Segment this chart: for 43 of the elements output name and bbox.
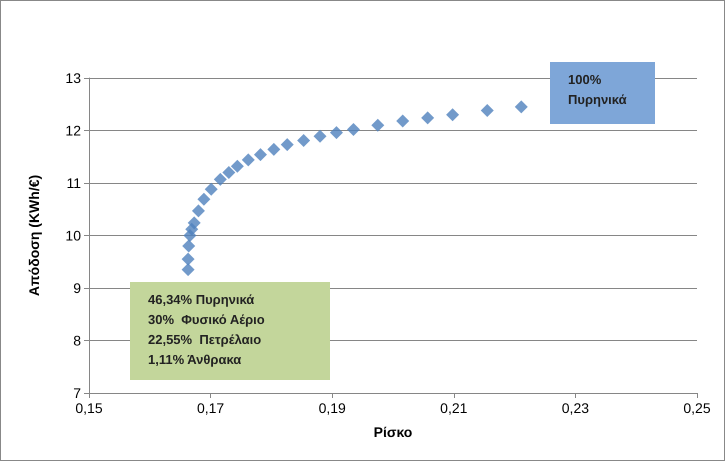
point xyxy=(197,192,210,206)
note-box: 100% Πυρηνικά xyxy=(550,62,655,124)
point xyxy=(314,130,327,143)
point xyxy=(214,172,227,186)
y-tick-label: 9 xyxy=(73,280,82,296)
point xyxy=(188,216,201,230)
point xyxy=(254,148,267,162)
y-tick-label: 8 xyxy=(73,332,82,348)
x-tick-label: 0,15 xyxy=(75,400,103,416)
point xyxy=(242,153,255,166)
y-axis-title: Απόδοση (KWh/€) xyxy=(26,174,42,296)
y-tick-label: 11 xyxy=(66,175,82,191)
point xyxy=(480,104,494,118)
point xyxy=(192,204,205,218)
x-tick-label: 0,17 xyxy=(196,400,224,416)
x-tick-label: 0,19 xyxy=(318,400,346,416)
point xyxy=(297,134,310,147)
point xyxy=(421,111,434,124)
point xyxy=(330,126,343,140)
point xyxy=(446,108,460,122)
point xyxy=(182,240,196,252)
point xyxy=(514,100,528,114)
point xyxy=(267,142,280,156)
annotation: 100% Πυρηνικά xyxy=(568,71,628,109)
y-tick-label: 10 xyxy=(65,228,82,244)
point xyxy=(346,122,360,136)
x-tick-label: 0,23 xyxy=(562,400,590,416)
point xyxy=(280,138,294,152)
note-box: 46,34% Πυρηνικά 30% Φυσικό Αέριο 22,55% Πετρέλαιο 1,11% Άνθρακα xyxy=(130,282,330,380)
point xyxy=(222,166,236,179)
point xyxy=(204,182,218,196)
point xyxy=(371,118,384,132)
point xyxy=(182,252,195,266)
point xyxy=(182,263,195,276)
y-tick-label: 13 xyxy=(65,70,82,86)
x-tick-label: 0,21 xyxy=(440,400,468,416)
x-tick-label: 0,25 xyxy=(683,400,711,416)
annotation: 46,34% Πυρηνικά 30% Φυσικό Αέριο 22,55% Πετρέλαιο 1,11% Άνθρακα xyxy=(148,291,266,369)
point xyxy=(396,114,410,128)
point xyxy=(230,160,244,173)
y-tick-label: 7 xyxy=(73,385,82,401)
x-axis-title: Ρίσκο xyxy=(374,424,412,440)
y-tick-label: 12 xyxy=(65,122,82,138)
